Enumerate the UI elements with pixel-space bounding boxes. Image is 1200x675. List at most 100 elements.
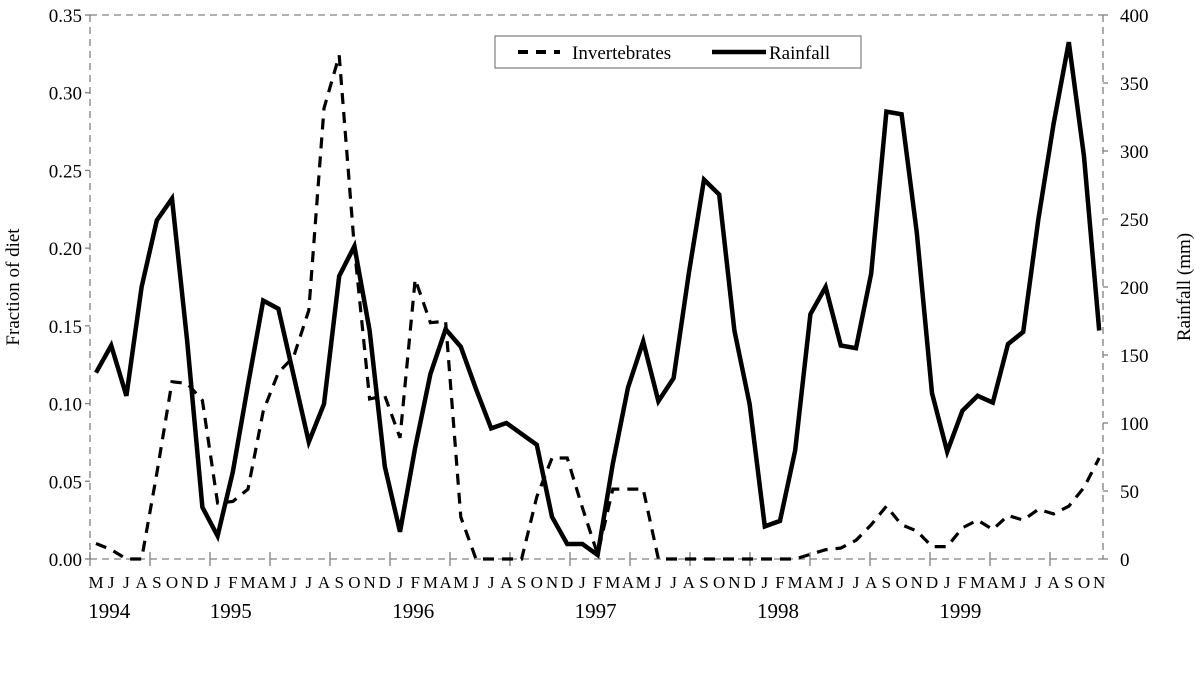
month-label: A (439, 573, 452, 592)
right-tick-label: 150 (1120, 346, 1149, 367)
month-label: M (453, 573, 468, 592)
right-tick-label: 50 (1120, 482, 1139, 503)
month-label: J (837, 573, 844, 592)
month-label: S (882, 573, 891, 592)
month-label: D (196, 573, 208, 592)
month-label: N (911, 573, 923, 592)
right-tick-label: 350 (1120, 74, 1149, 95)
month-label: J (761, 573, 768, 592)
right-tick-label: 250 (1120, 210, 1149, 231)
month-label: M (636, 573, 651, 592)
month-label: M (423, 573, 438, 592)
right-tick-label: 200 (1120, 278, 1149, 299)
month-label: M (240, 573, 255, 592)
month-label: D (561, 573, 573, 592)
month-label: O (1078, 573, 1090, 592)
month-label: O (531, 573, 543, 592)
month-label: N (1093, 573, 1105, 592)
month-label: S (152, 573, 161, 592)
month-label: F (958, 573, 967, 592)
month-label: O (166, 573, 178, 592)
right-tick-label: 400 (1120, 6, 1149, 27)
month-label: J (108, 573, 115, 592)
left-tick-label: 0.15 (49, 317, 82, 338)
series-lines (94, 41, 1102, 561)
month-label: J (473, 573, 480, 592)
month-label: J (944, 573, 951, 592)
legend-label-invertebrates: Invertebrates (572, 43, 671, 64)
legend: Invertebrates Rainfall (494, 35, 862, 69)
left-tick-label: 0.25 (49, 161, 82, 182)
left-axis-title: Fraction of diet (3, 228, 24, 346)
month-label: N (546, 573, 558, 592)
month-label: S (699, 573, 708, 592)
year-label: 1994 (88, 599, 131, 623)
month-label: N (363, 573, 375, 592)
month-label: J (670, 573, 677, 592)
right-axis: 0 50 100 150 200 250 300 350 400 (1103, 6, 1149, 571)
right-axis-title: Rainfall (mm) (1174, 233, 1195, 341)
month-label: J (214, 573, 221, 592)
year-label: 1999 (939, 599, 981, 623)
series-rainfall (94, 41, 1102, 559)
year-label: 1998 (757, 599, 799, 623)
month-label: O (713, 573, 725, 592)
left-tick-label: 0.05 (49, 472, 82, 493)
month-label: J (488, 573, 495, 592)
left-tick-label: 0.10 (49, 395, 82, 416)
right-tick-label: 300 (1120, 142, 1149, 163)
month-label: A (804, 573, 817, 592)
left-tick-label: 0.35 (49, 6, 82, 27)
right-tick-label: 100 (1120, 414, 1149, 435)
month-label: D (743, 573, 755, 592)
left-tick-label: 0.30 (49, 84, 82, 105)
month-label: F (775, 573, 784, 592)
plot-frame (89, 14, 1104, 560)
month-label: M (788, 573, 803, 592)
month-label: S (1064, 573, 1073, 592)
month-label: A (1047, 573, 1060, 592)
series-invertebrates (95, 54, 1101, 561)
month-label: M (1000, 573, 1015, 592)
month-label: A (500, 573, 513, 592)
month-label: F (410, 573, 419, 592)
month-label: N (728, 573, 740, 592)
month-label: A (135, 573, 148, 592)
left-tick-label: 0.00 (49, 550, 82, 571)
legend-label-rainfall: Rainfall (769, 43, 830, 64)
year-label: 1996 (392, 599, 434, 623)
month-label: A (257, 573, 270, 592)
month-label: O (348, 573, 360, 592)
left-tick-label: 0.20 (49, 239, 82, 260)
month-label: S (517, 573, 526, 592)
month-label: J (853, 573, 860, 592)
month-label: M (605, 573, 620, 592)
left-axis: 0.00 0.05 0.10 0.15 0.20 0.25 0.30 0.35 (49, 6, 90, 571)
month-label: A (683, 573, 696, 592)
month-label: O (895, 573, 907, 592)
month-label: J (397, 573, 404, 592)
year-label: 1997 (575, 599, 617, 623)
month-label: A (987, 573, 1000, 592)
month-label: J (290, 573, 297, 592)
year-label: 1995 (210, 599, 252, 623)
month-label: F (593, 573, 602, 592)
month-label: J (579, 573, 586, 592)
month-label: D (926, 573, 938, 592)
month-label: F (228, 573, 237, 592)
month-label: A (318, 573, 331, 592)
month-label: J (123, 573, 130, 592)
month-label: J (305, 573, 312, 592)
month-label: J (1020, 573, 1027, 592)
right-tick-label: 0 (1120, 550, 1130, 571)
month-label: J (655, 573, 662, 592)
month-label: N (181, 573, 193, 592)
month-label: A (865, 573, 878, 592)
month-label: M (271, 573, 286, 592)
month-label: M (818, 573, 833, 592)
month-label: A (622, 573, 635, 592)
month-label: S (334, 573, 343, 592)
month-label: D (379, 573, 391, 592)
